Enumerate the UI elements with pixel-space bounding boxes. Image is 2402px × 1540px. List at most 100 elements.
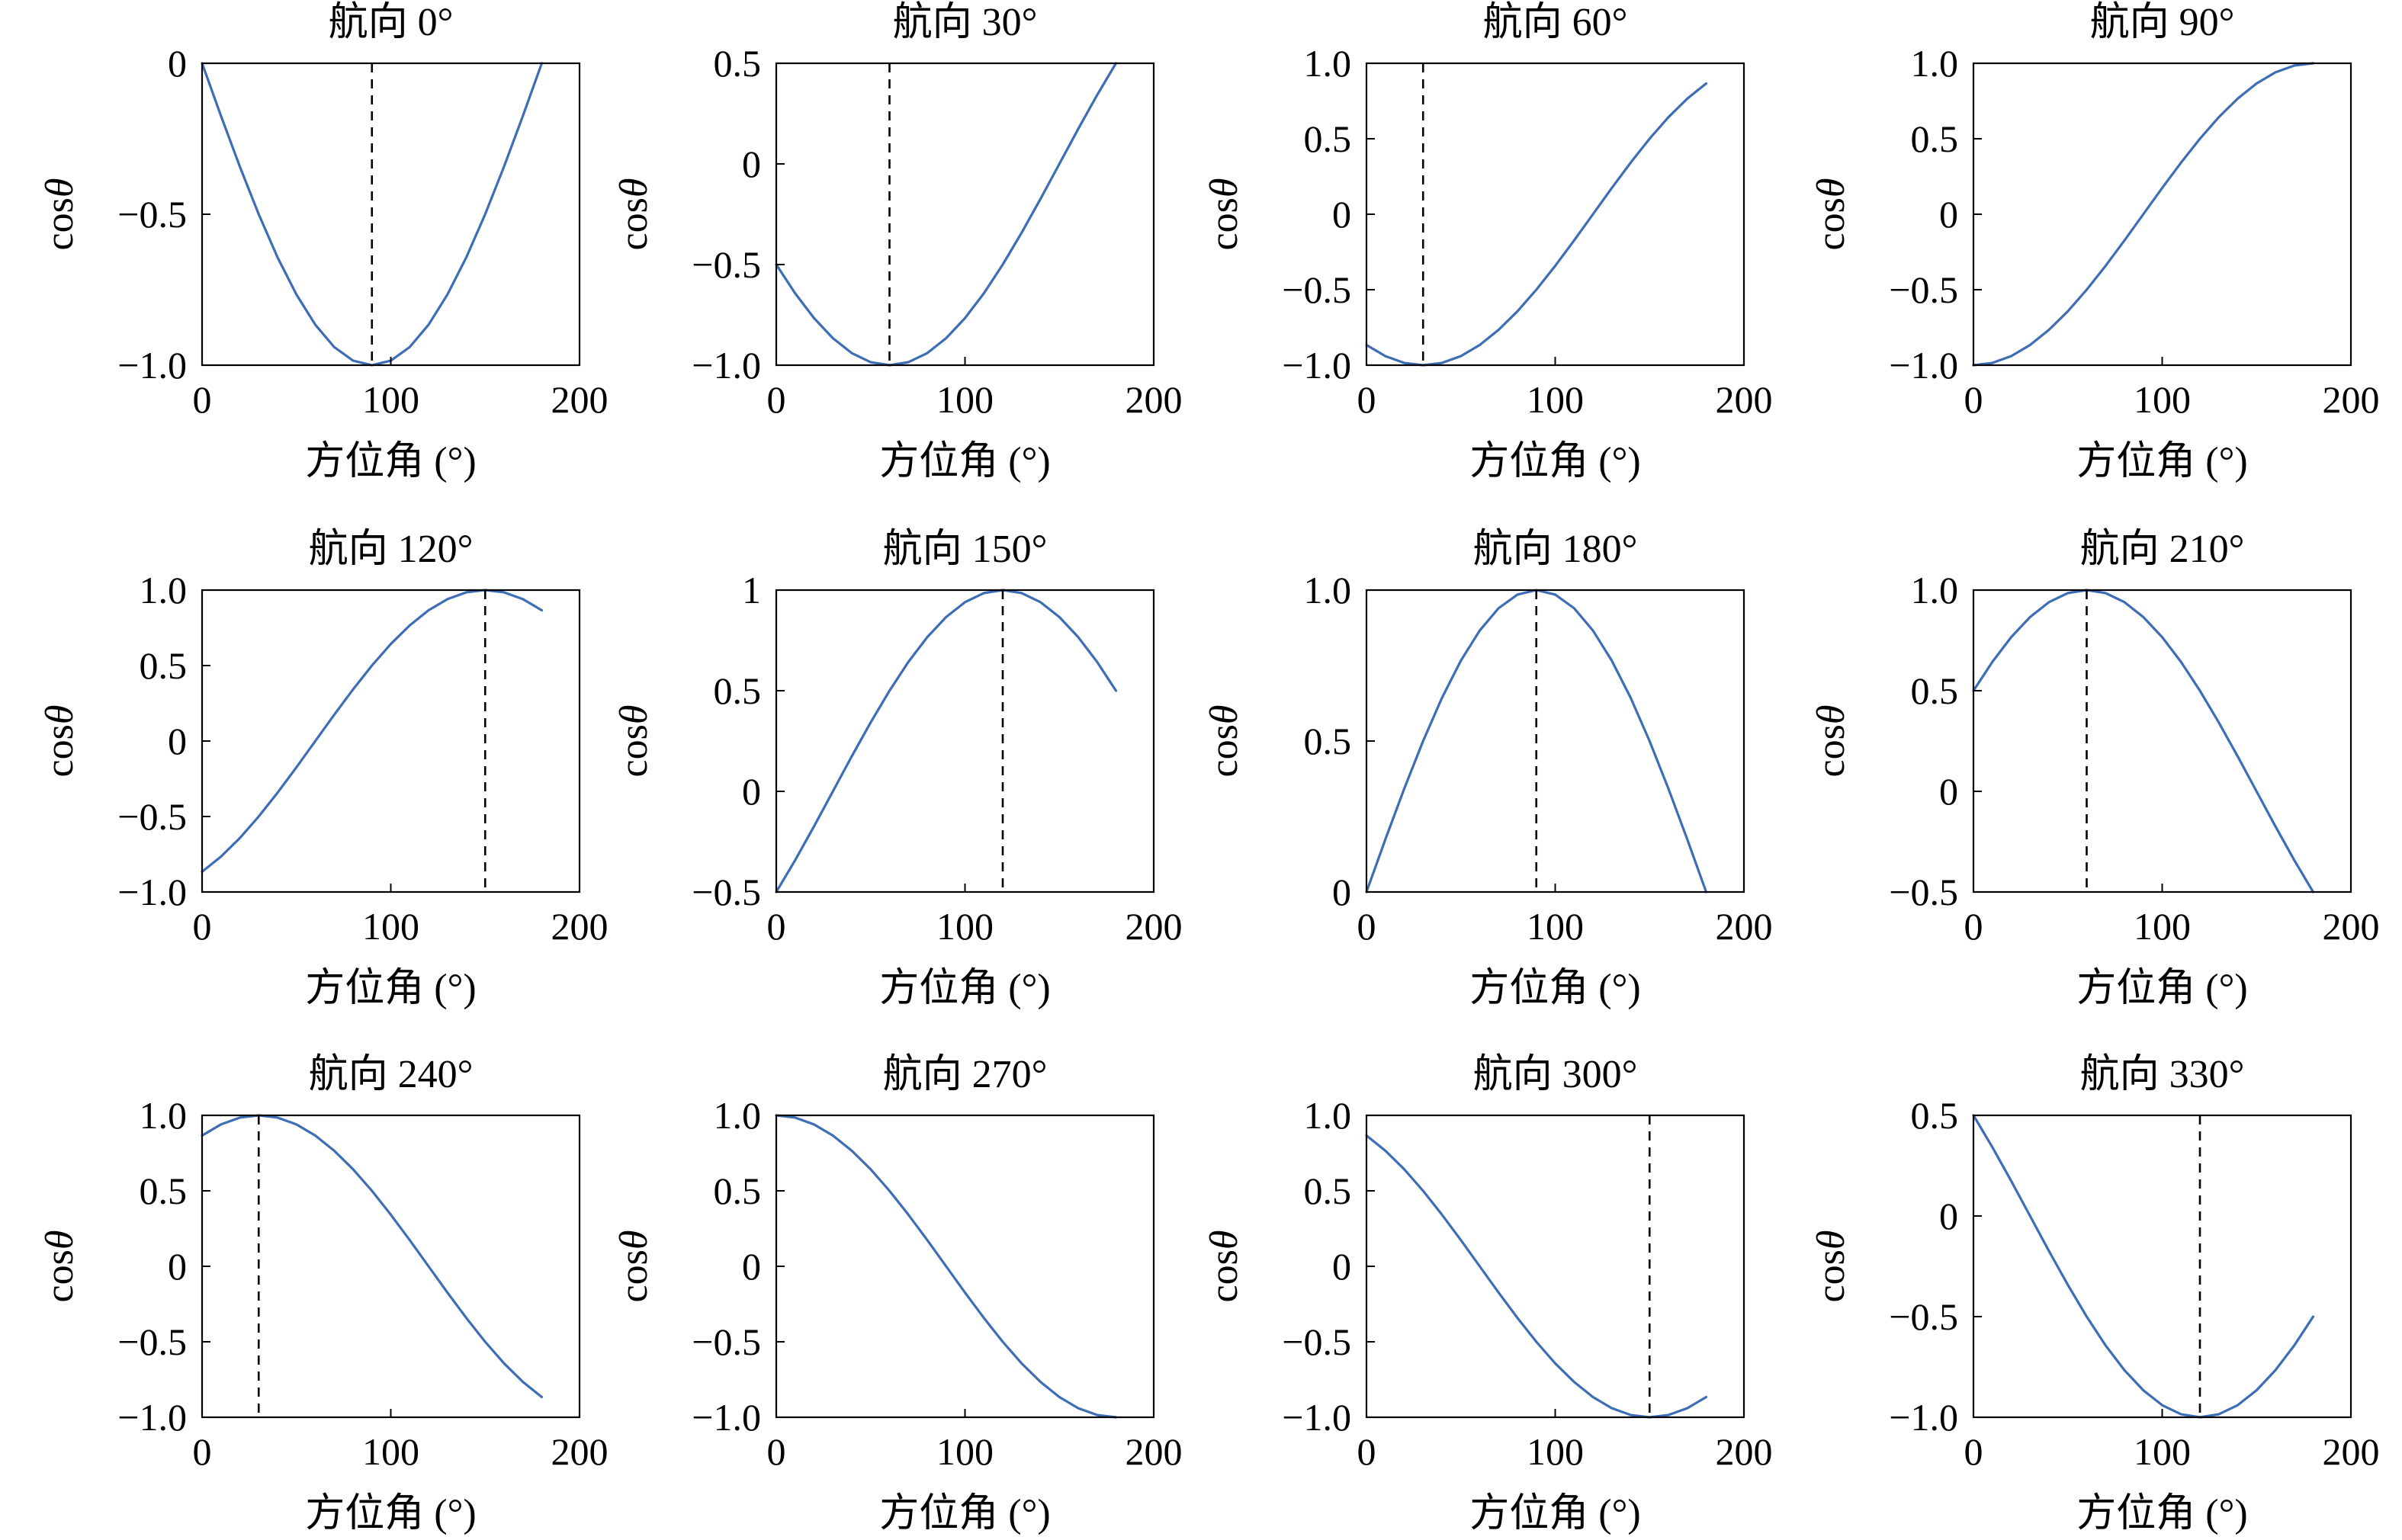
plot-frame xyxy=(1972,1114,2352,1419)
y-tick-label: 1.0 xyxy=(140,1094,188,1137)
y-axis-label: cosθ xyxy=(38,178,82,251)
x-tick-label: 100 xyxy=(362,1430,419,1473)
y-tick-label: −1.0 xyxy=(1889,344,1958,387)
chart-title: 航向 90° xyxy=(2090,1,2235,44)
subplot: 0 100 200 −1.0 −0.5 0 0.5 航向 30° 方位角 (°) cosθ xyxy=(612,1,1183,483)
subplot: 0 100 200 −1.0 −0.5 0 航向 0° 方位角 (°) cosθ xyxy=(38,1,609,483)
y-tick-label: −1.0 xyxy=(1889,1396,1958,1439)
y-tick-label: −0.5 xyxy=(1889,268,1958,311)
x-tick-label: 0 xyxy=(1964,905,1983,948)
series-line xyxy=(775,1114,1118,1419)
y-tick-label: 0 xyxy=(168,1245,187,1288)
x-axis-label: 方位角 (°) xyxy=(2076,440,2247,483)
x-axis-label: 方位角 (°) xyxy=(1469,1492,1640,1535)
y-tick-label: 0.5 xyxy=(714,1169,762,1212)
x-axis-label: 方位角 (°) xyxy=(305,440,476,483)
y-tick-label: −0.5 xyxy=(117,1320,187,1363)
y-axis-label: cosθ xyxy=(38,705,82,778)
y-tick-label: −0.5 xyxy=(117,193,187,236)
y-tick-label: 0.5 xyxy=(1911,117,1959,160)
y-tick-label: 0.5 xyxy=(1304,1169,1352,1212)
y-tick-label: −1.0 xyxy=(117,344,187,387)
x-tick-label: 100 xyxy=(362,905,419,948)
x-tick-label: 0 xyxy=(193,1430,212,1473)
y-axis-label: cosθ xyxy=(1203,1230,1246,1303)
plot-frame xyxy=(1365,1114,1745,1419)
y-tick-label: 0 xyxy=(742,1245,761,1288)
y-tick-label: 1.0 xyxy=(1304,1094,1352,1137)
y-tick-label: −0.5 xyxy=(692,1320,761,1363)
x-axis-label: 方位角 (°) xyxy=(879,1492,1050,1535)
subplot: 0 100 200 −1.0 −0.5 0 0.5 1.0 航向 60° 方位角 (°) cosθ xyxy=(1203,1,1773,483)
y-tick-label: −0.5 xyxy=(117,795,187,838)
x-tick-label: 100 xyxy=(2134,905,2191,948)
subplot: 0 100 200 −1.0 −0.5 0 0.5 1.0 航向 120° 方位角 (°) cosθ xyxy=(38,528,609,1010)
x-tick-label: 0 xyxy=(767,378,786,421)
y-tick-label: 1 xyxy=(742,569,761,611)
x-tick-label: 200 xyxy=(1126,1430,1183,1473)
y-tick-label: 0 xyxy=(168,720,187,762)
x-axis-label: 方位角 (°) xyxy=(879,967,1050,1010)
y-tick-label: 0.5 xyxy=(140,1169,188,1212)
y-tick-label: 0 xyxy=(1939,193,1958,236)
x-tick-label: 100 xyxy=(1527,905,1584,948)
y-axis-label: cosθ xyxy=(1810,178,1853,251)
y-tick-label: 0.5 xyxy=(140,644,188,687)
y-tick-label: −1.0 xyxy=(1282,344,1351,387)
y-tick-label: 0 xyxy=(742,770,761,813)
x-tick-label: 0 xyxy=(193,905,212,948)
y-tick-label: 1.0 xyxy=(1304,42,1352,85)
x-tick-label: 0 xyxy=(1964,378,1983,421)
y-tick-label: −0.5 xyxy=(1889,871,1958,913)
plot-frame xyxy=(1972,589,2352,894)
x-tick-label: 200 xyxy=(551,378,609,421)
chart-title: 航向 300° xyxy=(1473,1053,1638,1096)
x-tick-label: 0 xyxy=(193,378,212,421)
y-tick-label: 1.0 xyxy=(714,1094,762,1137)
y-tick-label: −1.0 xyxy=(1282,1396,1351,1439)
series-line xyxy=(1972,62,2315,367)
subplot: 0 100 200 −1.0 −0.5 0 0.5 航向 330° 方位角 (°) cosθ xyxy=(1810,1053,2380,1535)
y-tick-label: 0 xyxy=(1332,871,1351,913)
x-tick-label: 0 xyxy=(1357,905,1376,948)
y-tick-label: 0 xyxy=(168,42,187,85)
subplot: 0 100 200 −1.0 −0.5 0 0.5 1.0 航向 300° 方位角 (°) cosθ xyxy=(1203,1053,1773,1535)
series-line xyxy=(775,62,1118,367)
x-tick-label: 100 xyxy=(1527,1430,1584,1473)
y-tick-label: 0.5 xyxy=(1911,1094,1959,1137)
chart-title: 航向 330° xyxy=(2080,1053,2245,1096)
chart-title: 航向 60° xyxy=(1483,1,1628,44)
subplot: 0 100 200 −1.0 −0.5 0 0.5 1.0 航向 270° 方位角 (°) cosθ xyxy=(612,1053,1183,1535)
chart-title: 航向 270° xyxy=(883,1053,1048,1096)
series-line xyxy=(1365,1134,1708,1419)
plot-frame xyxy=(775,62,1155,367)
series-line xyxy=(1972,1114,2315,1419)
chart-title: 航向 150° xyxy=(883,528,1048,571)
x-axis-label: 方位角 (°) xyxy=(1469,440,1640,483)
y-axis-label: cosθ xyxy=(612,705,656,778)
x-tick-label: 100 xyxy=(2134,1430,2191,1473)
y-tick-label: −0.5 xyxy=(1282,268,1351,311)
x-tick-label: 200 xyxy=(2323,378,2380,421)
chart-title: 航向 240° xyxy=(309,1053,474,1096)
y-tick-label: 0 xyxy=(1332,193,1351,236)
x-tick-label: 200 xyxy=(1716,378,1773,421)
y-tick-label: 1.0 xyxy=(1304,569,1352,611)
y-axis-label: cosθ xyxy=(612,1230,656,1303)
y-axis-label: cosθ xyxy=(1810,705,1853,778)
x-tick-label: 100 xyxy=(936,1430,994,1473)
x-tick-label: 200 xyxy=(2323,905,2380,948)
x-tick-label: 0 xyxy=(1357,1430,1376,1473)
subplot: 0 100 200 0 0.5 1.0 航向 180° 方位角 (°) cosθ xyxy=(1203,528,1773,1010)
y-axis-label: cosθ xyxy=(612,178,656,251)
series-line xyxy=(775,589,1118,894)
x-tick-label: 0 xyxy=(767,905,786,948)
plot-frame xyxy=(775,1114,1155,1419)
x-axis-label: 方位角 (°) xyxy=(305,1492,476,1535)
x-axis-label: 方位角 (°) xyxy=(2076,967,2247,1010)
chart-title: 航向 30° xyxy=(893,1,1038,44)
y-tick-label: 0 xyxy=(742,143,761,185)
y-tick-label: 0 xyxy=(1939,1195,1958,1237)
